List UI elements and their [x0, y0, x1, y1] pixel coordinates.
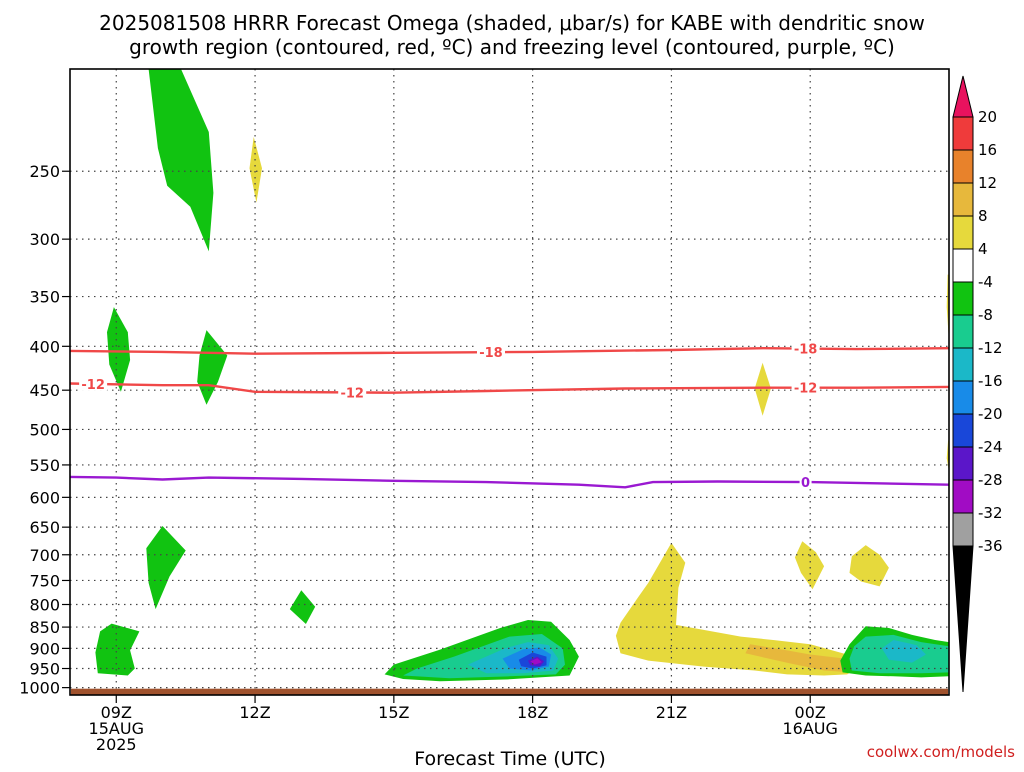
colorbar-segment-8 [952, 380, 974, 415]
omega-region-1 [249, 136, 262, 203]
colorbar-segment-7 [952, 347, 974, 382]
y-tick-label-600: 600 [29, 488, 60, 507]
chart-title-line-1: 2025081508 HRRR Forecast Omega (shaded, … [99, 11, 925, 35]
y-tick-label-750: 750 [29, 571, 60, 590]
y-tick-label-500: 500 [29, 420, 60, 439]
x-tick-label-9-0: 09Z [101, 703, 132, 722]
contour-label-bg-2-0 [799, 475, 812, 490]
colorbar-label-2: 12 [978, 174, 997, 192]
y-tick-label-250: 250 [29, 162, 60, 181]
colorbar-label-7: -12 [978, 339, 1003, 357]
y-axis: 250 300 350 400 450 500 550 600 650 700 750 800 850 9… [19, 162, 70, 698]
colorbar-lower-triangle [952, 545, 974, 693]
contour-label-2-0: 0 [801, 476, 810, 491]
colorbar-segment-12 [952, 512, 974, 547]
colorbar-segment-3 [952, 215, 974, 250]
colorbar-label-0: 20 [978, 108, 997, 126]
colorbar-segment-10 [952, 446, 974, 481]
y-tick-label-300: 300 [29, 230, 60, 249]
contour-line-2 [70, 475, 949, 489]
x-tick-label-9-1: 15AUG [89, 719, 144, 738]
colorbar-segment-0 [952, 116, 974, 151]
omega-region-0 [148, 69, 214, 252]
omega-region-7 [146, 526, 186, 610]
x-tick-label-21-0: 21Z [656, 703, 687, 722]
omega-region-11 [849, 545, 889, 587]
site-credit: coolwx.com/models [867, 743, 1015, 761]
contour-label-1-2: -12 [794, 382, 818, 397]
omega-region-4 [754, 362, 771, 416]
colorbar-segment-4 [952, 248, 974, 283]
y-tick-label-650: 650 [29, 518, 60, 537]
x-tick-label-12-0: 12Z [239, 703, 270, 722]
colorbar-label-6: -8 [978, 306, 993, 324]
terrain-strip [71, 688, 948, 695]
plot-area: -18 -18 -12 -12 -12 0 [69, 68, 950, 696]
contour-label-1-0: -12 [81, 378, 105, 393]
colorbar-segment-2 [952, 182, 974, 217]
omega-shading [95, 69, 949, 682]
omega-region-10 [794, 541, 825, 590]
omega-region-23 [881, 640, 926, 663]
y-tick-label-350: 350 [29, 288, 60, 307]
colorbar-upper-triangle [952, 75, 974, 118]
omega-region-9 [95, 623, 140, 676]
omega-region-12 [615, 542, 857, 676]
colorbar-label-1: 16 [978, 141, 997, 159]
y-tick-label-850: 850 [29, 618, 60, 637]
y-tick-label-950: 950 [29, 660, 60, 679]
contour-label-bg-0-0 [476, 345, 505, 360]
colorbar-segment-6 [952, 314, 974, 349]
omega-region-13 [745, 644, 852, 673]
colorbar-label-8: -16 [978, 372, 1003, 390]
contour-label-0-1: -18 [794, 343, 818, 358]
contour-label-bg-1-1 [338, 385, 367, 400]
colorbar-label-9: -20 [978, 405, 1003, 423]
y-tick-label-800: 800 [29, 596, 60, 615]
plot-frame [69, 68, 950, 696]
contour-label-bg-1-0 [79, 376, 108, 391]
x-tick-label-15-0: 15Z [378, 703, 409, 722]
colorbar-label-10: -24 [978, 438, 1003, 456]
colorbar-segment-1 [952, 149, 974, 184]
x-tick-label-24-0: 00Z [795, 703, 826, 722]
x-tick-label-9-2: 2025 [96, 735, 137, 754]
colorbar-label-13: -36 [978, 537, 1003, 555]
contour-label-bg-0-1 [791, 341, 820, 356]
colorbar: 20 16 12 8 4 -4 -8 -12 -16 -20 -24 -28 -32 -36 [952, 75, 1003, 693]
contour-line-0 [70, 346, 949, 355]
colorbar-segment-9 [952, 413, 974, 448]
contour-label-bg-1-2 [791, 380, 820, 395]
chart-title-line-2: growth region (contoured, red, ºC) and f… [129, 35, 895, 59]
colorbar-label-3: 8 [978, 207, 988, 225]
x-tick-label-18-0: 18Z [517, 703, 548, 722]
omega-region-2 [107, 307, 131, 392]
y-tick-label-1000: 1000 [19, 679, 60, 698]
x-axis-label: Forecast Time (UTC) [414, 748, 605, 768]
colorbar-label-12: -32 [978, 504, 1003, 522]
colorbar-label-5: -4 [978, 273, 993, 291]
colorbar-segment-5 [952, 281, 974, 316]
y-tick-label-450: 450 [29, 381, 60, 400]
temperature-contours: -18 -18 -12 -12 -12 0 [70, 341, 949, 491]
colorbar-label-11: -28 [978, 471, 1003, 489]
colorbar-label-4: 4 [978, 240, 988, 258]
omega-region-8 [289, 590, 316, 624]
colorbar-segment-11 [952, 479, 974, 514]
y-tick-label-700: 700 [29, 546, 60, 565]
y-tick-label-400: 400 [29, 337, 60, 356]
x-tick-label-24-1: 16AUG [782, 719, 837, 738]
y-tick-label-550: 550 [29, 456, 60, 475]
contour-label-0-0: -18 [479, 346, 503, 361]
contour-label-1-1: -12 [340, 386, 364, 401]
y-tick-label-900: 900 [29, 639, 60, 658]
